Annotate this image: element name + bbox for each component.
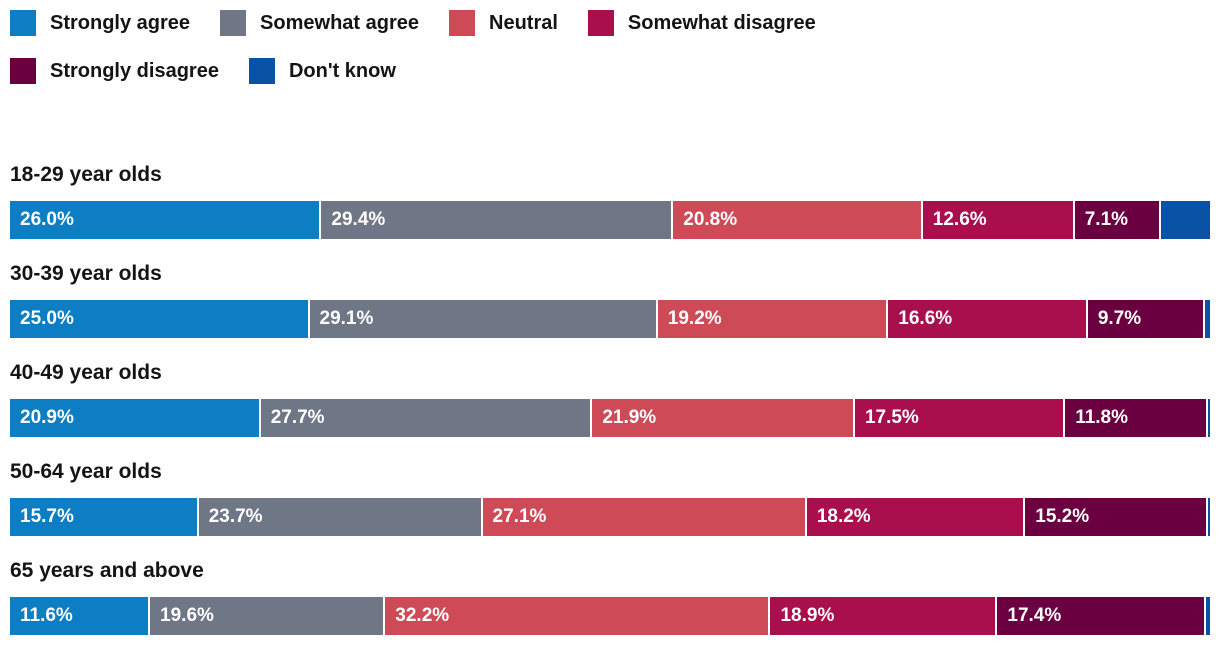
category-label: 50-64 year olds: [10, 460, 162, 483]
bar-segment-strongly-agree: 20.9%: [10, 399, 259, 437]
chart-row-40-49-year-olds: 40-49 year olds 20.9% 27.7% 21.9% 17.5% 11.8%: [10, 360, 1210, 437]
segment-value-label: 7.1%: [1084, 209, 1129, 230]
legend-item-somewhat-agree: Somewhat agree: [220, 10, 419, 36]
category-label: 40-49 year olds: [10, 361, 162, 384]
stacked-bar-40-49-year-olds: 20.9% 27.7% 21.9% 17.5% 11.8%: [10, 399, 1210, 437]
bar-segment-strongly-agree: 25.0%: [10, 300, 308, 338]
bar-segment-somewhat-disagree: 18.2%: [806, 498, 1024, 536]
segment-value-label: 17.4%: [1007, 605, 1062, 626]
legend-label: Strongly disagree: [50, 60, 219, 82]
bar-segment-neutral: 20.8%: [673, 201, 921, 239]
category-label: 18-29 year olds: [10, 163, 162, 186]
legend-swatch-strongly-agree-icon: [10, 10, 36, 36]
legend-swatch-neutral-icon: [449, 10, 475, 36]
bar-segment-somewhat-agree: 29.4%: [321, 201, 672, 239]
bar-segment-strongly-agree: 26.0%: [10, 201, 320, 239]
segment-value-label: 21.9%: [602, 407, 657, 428]
segment-value-label: 19.6%: [160, 605, 214, 626]
legend-item-strongly-agree: Strongly agree: [10, 10, 190, 36]
stacked-bar-30-39-year-olds: 25.0% 29.1% 19.2% 16.6% 9.7%: [10, 300, 1211, 338]
legend-swatch-somewhat-agree-icon: [220, 10, 247, 36]
legend-swatch-don-t-know-icon: [248, 58, 275, 84]
segment-value-label: 11.6%: [20, 605, 73, 626]
stacked-bar-65-years-and-above: 11.6% 19.6% 32.2% 18.9% 17.4%: [10, 597, 1210, 635]
segment-value-label: 20.9%: [20, 407, 74, 428]
bar-segment-strongly-disagree: 17.4%: [997, 597, 1205, 635]
bar-segment-strongly-disagree: 7.1%: [1074, 201, 1160, 239]
bar-segment-neutral: 27.1%: [482, 498, 805, 536]
chart-row-18-29-year-olds: 18-29 year olds 26.0% 29.4% 20.8% 12.6% 7.1%: [10, 162, 1210, 239]
bar-segment-neutral: 32.2%: [385, 597, 769, 635]
category-label: 30-39 year olds: [10, 262, 162, 285]
bar-segment-somewhat-disagree: 17.5%: [854, 399, 1064, 437]
legend-row-1: Strongly agree Somewhat agree Neutral Somew…: [10, 10, 1210, 36]
legend-label: Somewhat disagree: [627, 12, 816, 34]
bar-segment-somewhat-agree: 27.7%: [260, 399, 591, 437]
chart-row-65-years-and-above: 65 years and above 11.6% 19.6% 32.2% 18.9% 17…: [10, 558, 1210, 635]
segment-value-label: 25.0%: [20, 308, 74, 329]
segment-value-label: 29.4%: [331, 209, 386, 230]
segment-value-label: 20.8%: [683, 209, 738, 230]
bar-segment-somewhat-disagree: 12.6%: [922, 201, 1073, 239]
legend-label: Neutral: [489, 12, 558, 34]
legend-item-strongly-disagree: Strongly disagree: [10, 58, 219, 84]
bar-segment-neutral: 19.2%: [657, 300, 887, 338]
segment-value-label: 15.7%: [20, 506, 74, 527]
bar-segment-strongly-disagree: 9.7%: [1087, 300, 1204, 338]
bar-segment-strongly-disagree: 11.8%: [1065, 399, 1206, 437]
segment-value-label: 27.7%: [270, 407, 325, 428]
legend-label: Don't know: [288, 60, 396, 82]
stacked-bar-50-64-year-olds: 15.7% 23.7% 27.1% 18.2% 15.2%: [10, 498, 1210, 536]
legend-row-2: Strongly disagree Don't know: [10, 58, 1210, 84]
chart-rows: 18-29 year olds 26.0% 29.4% 20.8% 12.6% 7.1% 3…: [10, 162, 1211, 635]
category-label: 65 years and above: [10, 559, 204, 582]
bar-segment-don-t-know: [1208, 498, 1210, 536]
bar-segment-strongly-disagree: 15.2%: [1025, 498, 1206, 536]
bar-segment-neutral: 21.9%: [592, 399, 853, 437]
legend-item-don-t-know: Don't know: [248, 58, 396, 84]
legend-item-somewhat-disagree: Somewhat disagree: [587, 10, 816, 36]
segment-value-label: 19.2%: [667, 308, 722, 329]
bar-segment-don-t-know: [1205, 300, 1211, 338]
segment-value-label: 9.7%: [1097, 308, 1142, 329]
bar-segment-don-t-know: [1207, 399, 1210, 437]
bar-segment-strongly-agree: 11.6%: [10, 597, 149, 635]
segment-value-label: 16.6%: [898, 308, 953, 329]
segment-value-label: 12.6%: [932, 209, 987, 230]
chart-row-50-64-year-olds: 50-64 year olds 15.7% 23.7% 27.1% 18.2% 15.2%: [10, 459, 1210, 536]
bar-segment-somewhat-agree: 23.7%: [198, 498, 481, 536]
legend-label: Strongly agree: [50, 12, 191, 34]
segment-value-label: 11.8%: [1075, 407, 1129, 428]
segment-value-label: 29.1%: [319, 308, 374, 329]
stacked-bar-18-29-year-olds: 26.0% 29.4% 20.8% 12.6% 7.1%: [10, 201, 1210, 239]
legend-swatch-somewhat-disagree-icon: [587, 10, 614, 36]
chart-row-30-39-year-olds: 30-39 year olds 25.0% 29.1% 19.2% 16.6% 9.7%: [10, 261, 1211, 338]
chart-legend: Strongly agree Somewhat agree Neutral Somew…: [10, 10, 1210, 84]
bar-segment-somewhat-agree: 29.1%: [309, 300, 656, 338]
segment-value-label: 18.2%: [816, 506, 871, 527]
segment-value-label: 18.9%: [780, 605, 835, 626]
bar-segment-strongly-agree: 15.7%: [10, 498, 197, 536]
legend-item-neutral: Neutral: [449, 10, 558, 36]
segment-value-label: 15.2%: [1035, 506, 1090, 527]
legend-swatch-strongly-disagree-icon: [10, 58, 36, 84]
segment-value-label: 17.5%: [864, 407, 919, 428]
bar-segment-somewhat-disagree: 16.6%: [888, 300, 1086, 338]
legend-label: Somewhat agree: [260, 12, 419, 34]
bar-segment-somewhat-disagree: 18.9%: [770, 597, 996, 635]
bar-segment-don-t-know: [1206, 597, 1210, 635]
segment-value-label: 27.1%: [492, 506, 547, 527]
segment-value-label: 32.2%: [395, 605, 450, 626]
bar-segment-don-t-know: [1161, 201, 1210, 239]
segment-value-label: 23.7%: [208, 506, 263, 527]
segment-value-label: 26.0%: [20, 209, 74, 230]
bar-segment-somewhat-agree: 19.6%: [150, 597, 384, 635]
